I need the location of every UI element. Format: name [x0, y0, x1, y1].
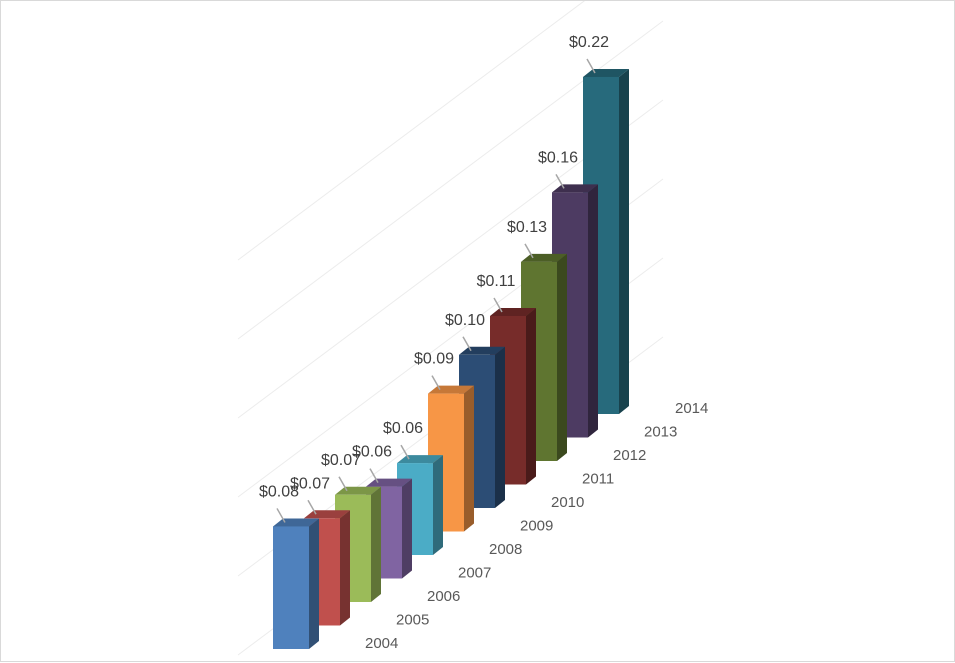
data-label: $0.11 [477, 273, 516, 290]
leader-line [555, 174, 565, 189]
tick-label: 2014 [675, 400, 708, 417]
leader-line [524, 243, 534, 259]
data-label: $0.07 [290, 475, 330, 492]
tick-label: 2004 [365, 635, 398, 652]
data-label: $0.08 [259, 483, 299, 500]
bar-side [309, 518, 319, 649]
tick-label: 2011 [582, 471, 614, 488]
data-label: $0.07 [321, 452, 361, 469]
data-label: $0.09 [414, 351, 454, 368]
leader-line [276, 508, 286, 523]
bar-side [371, 486, 381, 602]
tick-label: 2007 [458, 565, 491, 582]
tick-label: 2012 [613, 447, 646, 464]
tick-label: 2010 [551, 494, 584, 511]
bar-side [495, 346, 505, 508]
bars [273, 68, 629, 649]
data-label: $0.16 [538, 149, 578, 166]
data-labels: $0.22 $0.16 $0.13 $0.11 $0.10 $0.09 $0.06 $0.06… [259, 34, 609, 500]
leader-line [400, 444, 410, 460]
bar-side [557, 253, 567, 461]
bar-side [402, 478, 412, 579]
leader-line [586, 58, 596, 74]
data-label: $0.13 [507, 219, 547, 236]
leader-line [338, 476, 348, 492]
tick-label: 2008 [489, 541, 522, 558]
data-label: $0.22 [569, 34, 609, 51]
bar-side [433, 455, 443, 555]
leader-line [307, 499, 317, 515]
x-tick-labels: 2014 2013 2012 2011 2010 2009 2008 2007 2006 2005… [365, 400, 708, 652]
data-label: $0.10 [445, 312, 485, 329]
leader-line [369, 468, 379, 483]
bar-side [588, 184, 598, 438]
tick-label: 2005 [396, 612, 429, 629]
data-label: $0.06 [383, 420, 423, 437]
gridline [237, 1, 585, 261]
bar-side [526, 307, 536, 485]
bar-front [273, 526, 309, 649]
leader-line [462, 336, 472, 352]
leader-line [493, 297, 503, 313]
tick-label: 2013 [644, 424, 677, 441]
bar-side [464, 385, 474, 532]
bar-side [340, 510, 350, 626]
tick-label: 2009 [520, 518, 553, 535]
leader-lines [276, 58, 596, 523]
bar-side [619, 68, 629, 415]
leader-line [431, 375, 441, 390]
bar-2012 [521, 253, 567, 461]
tick-label: 2006 [427, 588, 460, 605]
data-label: $0.06 [352, 444, 392, 461]
bar-2004 [273, 518, 319, 649]
